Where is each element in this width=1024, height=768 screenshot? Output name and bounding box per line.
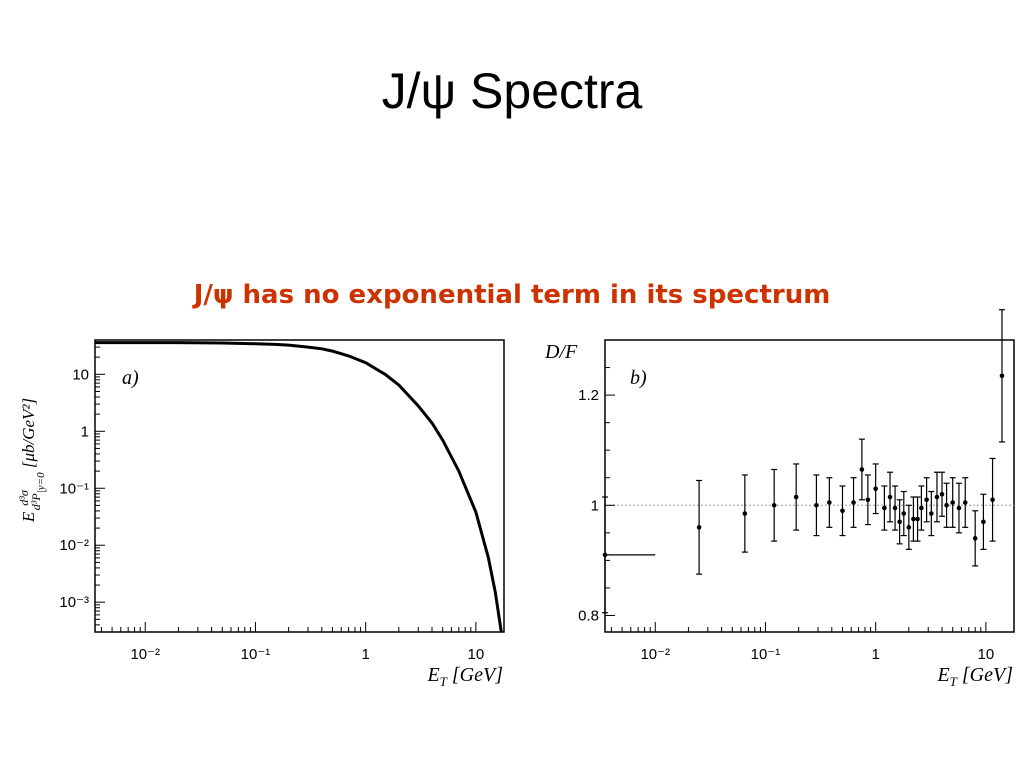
chart-b-data-point	[934, 494, 940, 500]
chart-b-data-point	[840, 508, 845, 514]
chart-b-data-point	[915, 516, 920, 522]
chart-b-y-tick-label: 0.8	[578, 607, 599, 624]
chart-b-y-tick-label: 1.2	[578, 387, 599, 404]
chart-a-x-tick-label: 10	[468, 646, 485, 663]
chart-b-data-point	[901, 511, 907, 516]
chart-b-data-point	[887, 494, 893, 500]
chart-a-spectrum-curve	[95, 341, 503, 633]
chart-b-data-point	[696, 525, 702, 530]
chart-b-data-point	[929, 511, 934, 516]
chart-b-x-axis-title: ET [GeV]	[936, 664, 1013, 689]
chart-b-data-point	[892, 505, 898, 511]
chart-b-x-tick-label: 1	[871, 646, 879, 663]
chart-b-data-point	[911, 516, 916, 522]
chart-b-data-point	[962, 500, 968, 505]
chart-a-y-tick-label: 10⁻³	[59, 594, 89, 611]
chart-b-data-point	[950, 500, 955, 505]
chart-b-data-point	[793, 494, 799, 500]
chart-a-y-tick-label: 10	[72, 366, 89, 383]
chart-b-frame	[604, 339, 1015, 633]
chart-a-y-tick-label: 10⁻¹	[59, 480, 89, 497]
chart-a-x-tick-label: 10⁻²	[130, 646, 160, 663]
chart-a-y-axis-title: Ed³σd³P|y=0 [μb/GeV²]	[17, 398, 47, 523]
chart-a-x-tick-label: 1	[361, 646, 369, 663]
chart-b-data-point	[602, 552, 608, 558]
chart-a-x-axis-title: ET [GeV]	[426, 664, 503, 689]
chart-b-data-point	[999, 373, 1005, 379]
chart-b-data-point	[990, 497, 995, 503]
chart-b-data-point	[944, 502, 949, 508]
chart-b-data-point	[906, 525, 912, 530]
chart-b-data-point	[919, 505, 924, 511]
chart-b-data-point	[814, 502, 819, 508]
chart-b-data-point	[827, 500, 832, 505]
chart-b-panel-label: b)	[630, 367, 647, 389]
chart-b-data-point	[859, 467, 865, 472]
chart-b-data-point	[851, 500, 856, 505]
chart-b-data-point	[897, 519, 902, 525]
chart-b-data-point	[956, 505, 962, 511]
chart-b-x-tick-label: 10⁻²	[640, 646, 670, 663]
chart-a-panel-label: a)	[122, 367, 139, 389]
chart-b-x-tick-label: 10⁻¹	[751, 646, 781, 663]
chart-b-x-tick-label: 10	[978, 646, 995, 663]
chart-b-data-point	[771, 502, 777, 508]
chart-b-data-point	[882, 505, 887, 511]
chart-b-data-point	[939, 491, 945, 497]
chart-a-y-tick-label: 1	[81, 423, 89, 440]
chart-a-frame	[94, 339, 505, 633]
chart-b-y-tick-label: 1	[591, 497, 599, 514]
chart-b-data-point	[981, 519, 986, 525]
chart-b-data-point	[742, 511, 748, 516]
chart-b-data-point	[873, 486, 878, 492]
chart-b-data-point	[972, 536, 978, 541]
chart-b-y-axis-title: D/F	[544, 341, 578, 363]
chart-b-data-point	[865, 497, 871, 503]
chart-a-y-tick-label: 10⁻²	[59, 537, 89, 554]
chart-b-data-point	[924, 497, 929, 503]
slide-subtitle: J/ψ has no exponential term in its spect…	[193, 280, 831, 310]
chart-a-x-tick-label: 10⁻¹	[241, 646, 271, 663]
slide-title: J/ψ Spectra	[381, 63, 643, 119]
